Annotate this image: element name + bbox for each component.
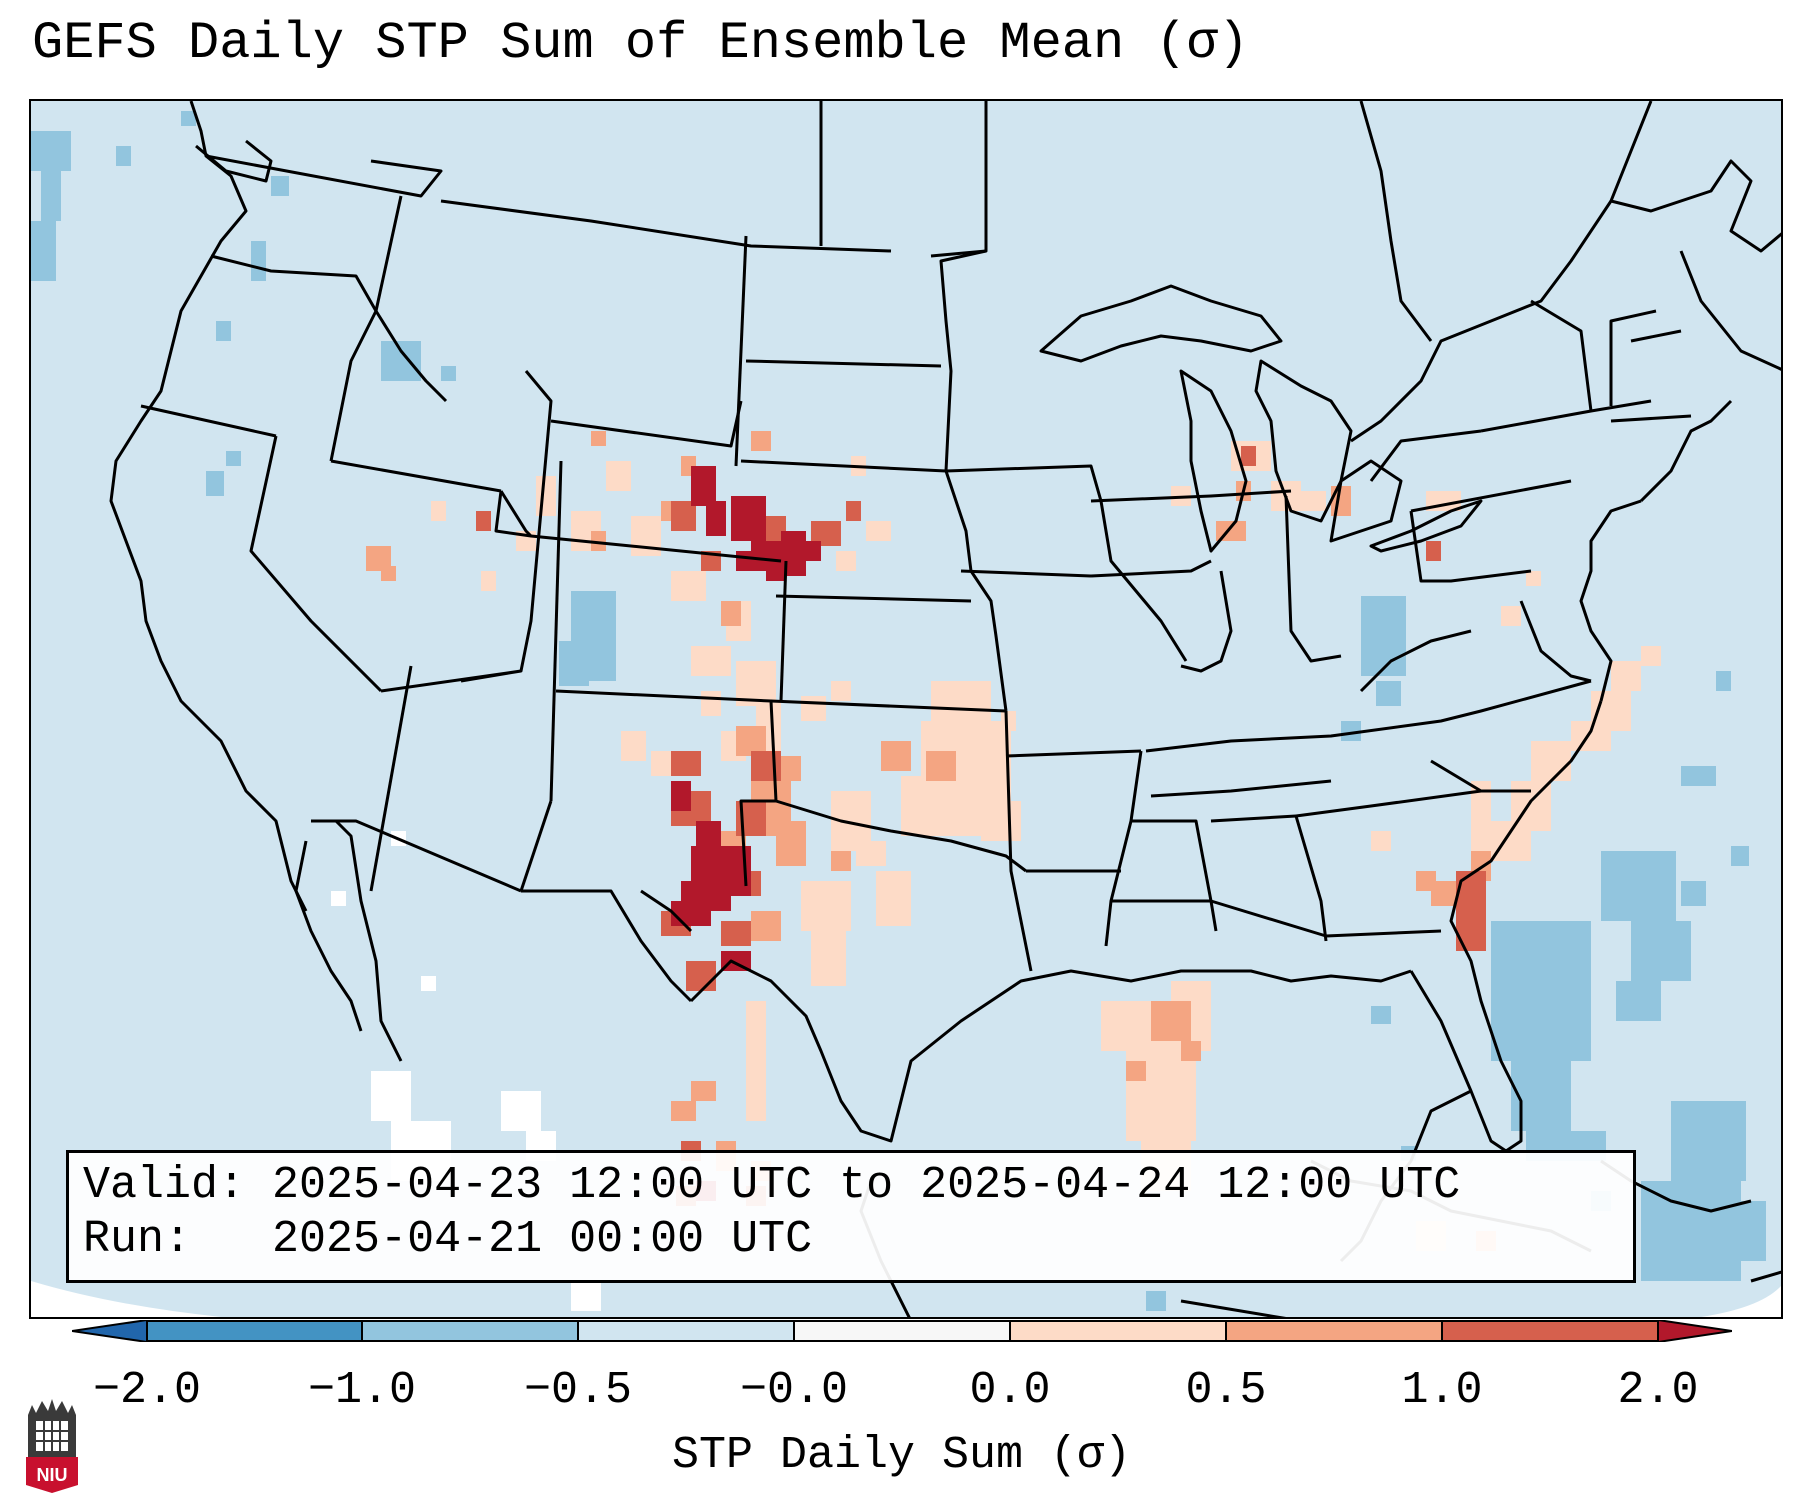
niu-logo-icon: NIU — [26, 1399, 78, 1493]
tick-label: −0.0 — [739, 1365, 849, 1416]
colorbar-tick-marks — [146, 1320, 1659, 1342]
colorbar-bin — [362, 1320, 578, 1342]
negative-anomaly-cells — [31, 111, 1766, 1311]
colorbar-extend-low — [72, 1320, 148, 1342]
coastlines — [294, 101, 1781, 1317]
valid-row: Valid: 2025-04-23 12:00 UTC to 2025-04-2… — [83, 1159, 1633, 1213]
colorbar-bin — [1442, 1320, 1658, 1342]
tick-label: −0.5 — [523, 1365, 633, 1416]
tick-label: 1.0 — [1401, 1365, 1483, 1416]
run-value: 2025-04-21 00:00 UTC — [272, 1214, 813, 1265]
great-lakes — [1039, 284, 1483, 553]
tick-label: −2.0 — [92, 1365, 202, 1416]
logo-text: NIU — [37, 1465, 68, 1485]
colorbar-label: STP Daily Sum (σ) — [671, 1430, 1132, 1481]
colorbar-bin — [1226, 1320, 1442, 1342]
state-boundaries — [109, 101, 1692, 972]
offgrid-corner — [31, 1281, 222, 1317]
colorbar-bin — [578, 1320, 794, 1342]
valid-label: Valid: — [83, 1160, 246, 1211]
tick-label: −1.0 — [307, 1365, 417, 1416]
tick-label: 0.0 — [969, 1365, 1051, 1416]
colorbar-bin — [1010, 1320, 1226, 1342]
valid-run-info-box: Valid: 2025-04-23 12:00 UTC to 2025-04-2… — [66, 1150, 1636, 1283]
field-background — [31, 101, 1781, 1317]
valid-value: 2025-04-23 12:00 UTC to 2025-04-24 12:00… — [272, 1160, 1461, 1211]
map-panel[interactable] — [29, 99, 1783, 1319]
tick-label: 2.0 — [1617, 1365, 1699, 1416]
colorbar-bin — [147, 1320, 362, 1342]
map-title: GEFS Daily STP Sum of Ensemble Mean (σ) — [32, 14, 1249, 73]
colorbar-extend-high — [1657, 1320, 1732, 1342]
tick-label: 0.5 — [1185, 1365, 1267, 1416]
run-label: Run: — [83, 1214, 192, 1265]
run-row: Run: 2025-04-21 00:00 UTC — [83, 1213, 1633, 1267]
colorbar — [72, 1320, 1732, 1342]
colorbar-bin — [794, 1320, 1010, 1342]
stp-map — [31, 101, 1781, 1317]
colorbar-tick-labels: −2.0 −1.0 −0.5 −0.0 0.0 0.5 1.0 2.0 — [0, 1365, 1803, 1425]
